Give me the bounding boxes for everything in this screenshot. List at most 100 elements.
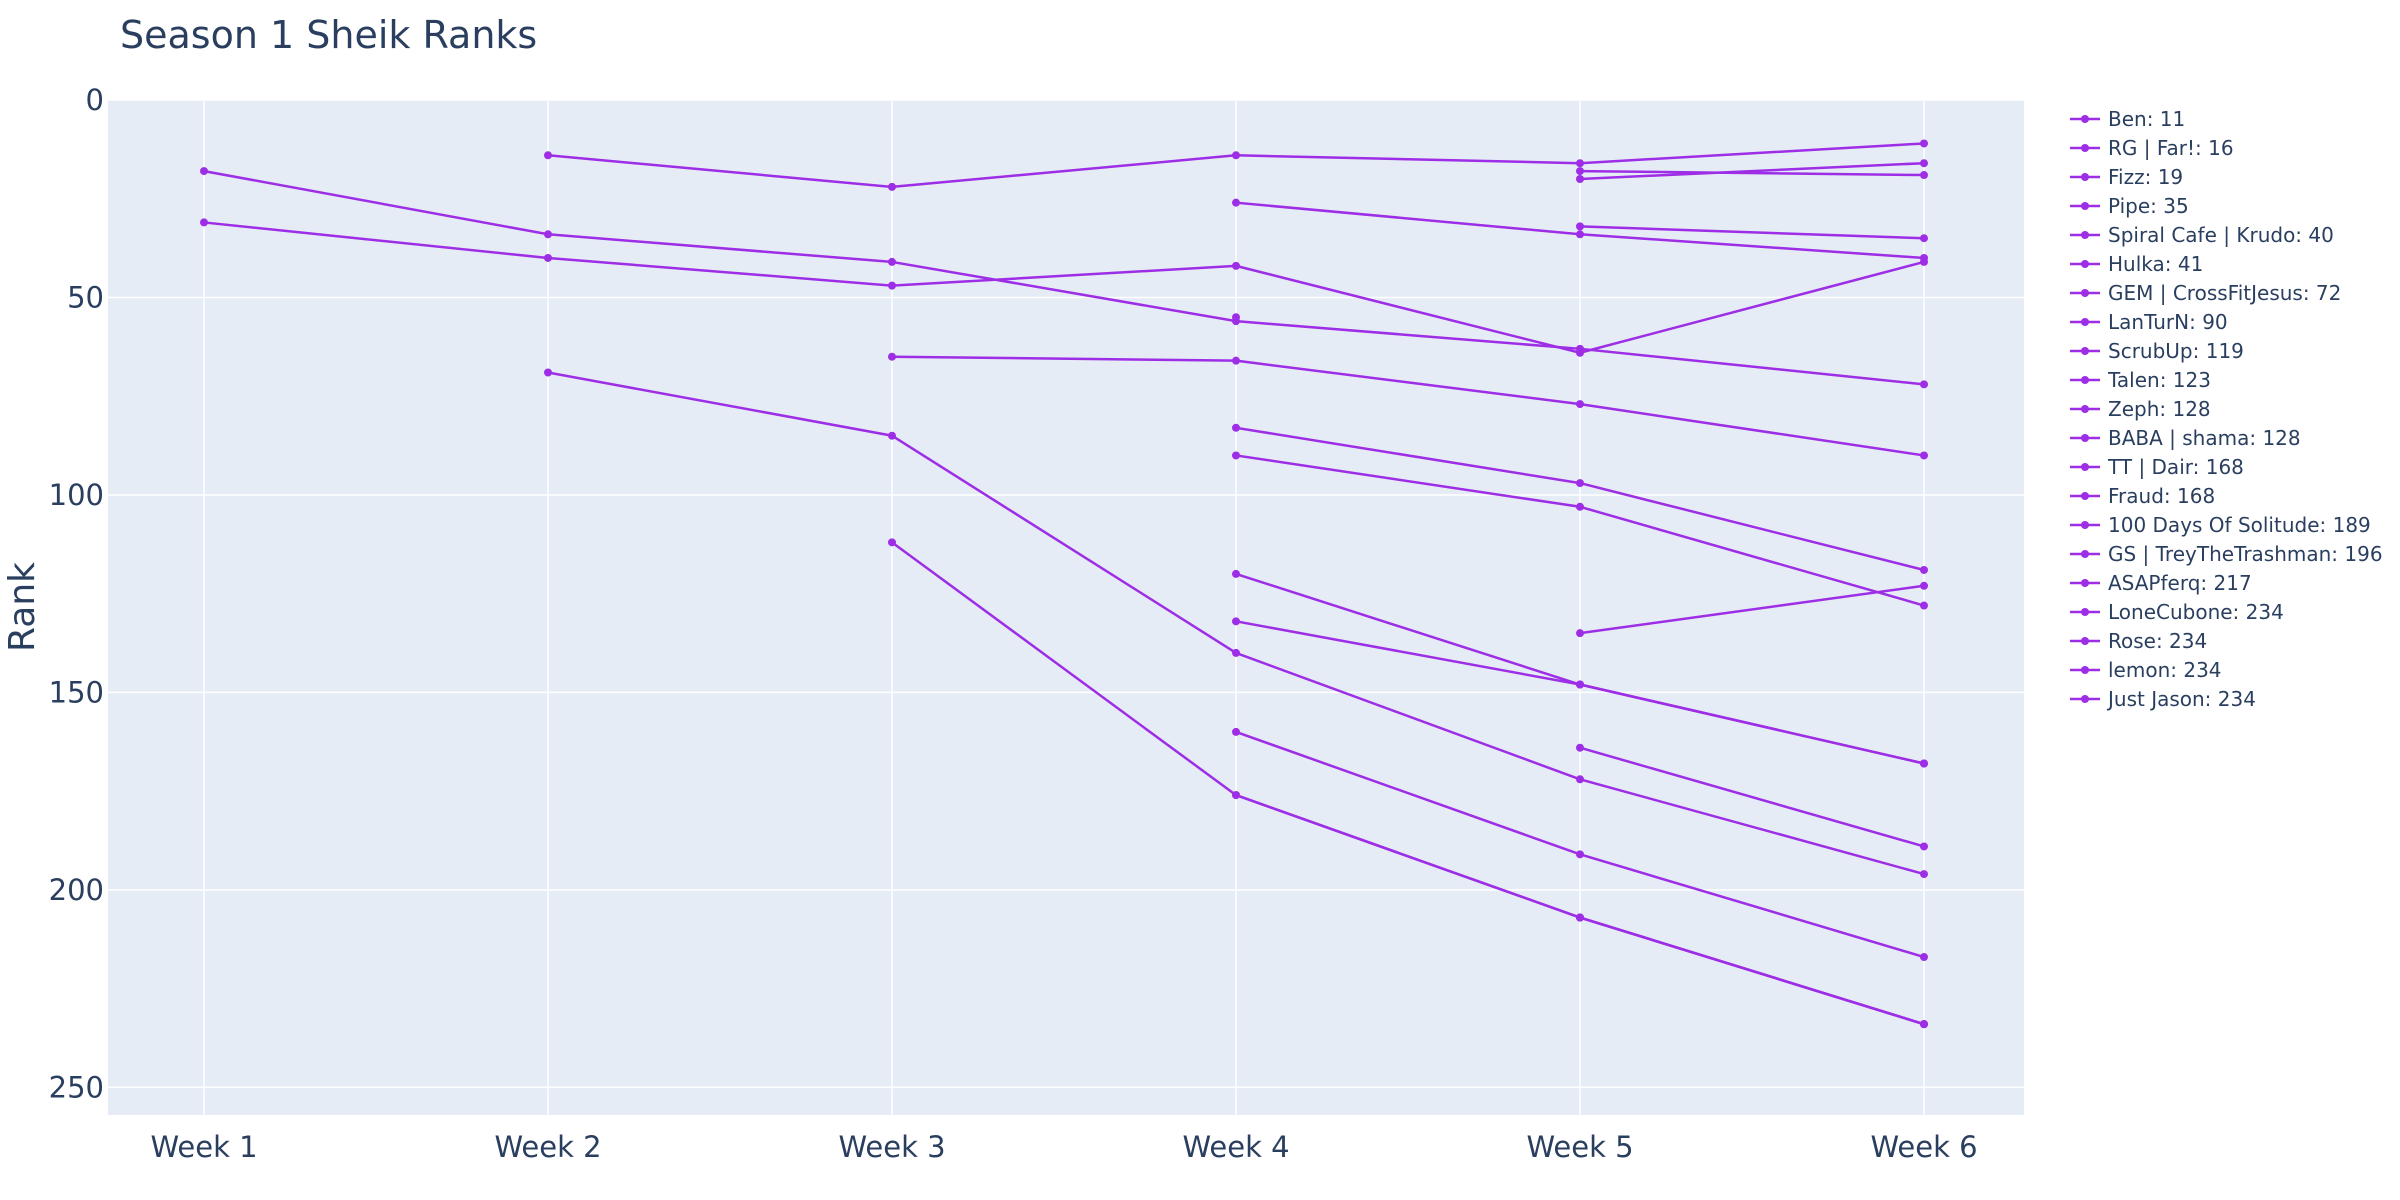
legend-item[interactable]: Pipe: 35 [2070, 194, 2189, 218]
data-point[interactable] [1576, 850, 1584, 859]
data-point[interactable] [1920, 139, 1928, 148]
legend-item[interactable]: Ben: 11 [2070, 107, 2185, 131]
data-point[interactable] [544, 230, 552, 239]
legend-item[interactable]: lemon: 234 [2070, 658, 2222, 682]
data-point[interactable] [1920, 234, 1928, 243]
data-point[interactable] [1920, 842, 1928, 851]
series-2 [1576, 167, 1928, 180]
data-point[interactable] [544, 253, 552, 262]
legend-item[interactable]: Zeph: 128 [2070, 397, 2211, 421]
data-point[interactable] [888, 182, 896, 191]
data-point[interactable] [1232, 356, 1240, 365]
legend-label: ScrubUp: 119 [2108, 339, 2244, 363]
data-point[interactable] [1920, 953, 1928, 962]
data-point[interactable] [1232, 151, 1240, 160]
data-point[interactable] [1920, 601, 1928, 610]
legend-item[interactable]: LanTurN: 90 [2070, 310, 2228, 334]
data-point[interactable] [1920, 870, 1928, 879]
legend-item[interactable]: TT | Dair: 168 [2070, 455, 2244, 479]
data-point[interactable] [1920, 257, 1928, 266]
legend-item[interactable]: Spiral Cafe | Krudo: 40 [2070, 223, 2334, 247]
data-point[interactable] [1576, 400, 1584, 409]
data-point[interactable] [1576, 159, 1584, 168]
legend-label: Ben: 11 [2108, 107, 2185, 131]
data-point[interactable] [1576, 743, 1584, 752]
legend-marker-icon [2081, 405, 2089, 413]
data-point[interactable] [200, 218, 208, 227]
y-tick-label: 150 [49, 675, 104, 709]
legend-item[interactable]: 100 Days Of Solitude: 189 [2070, 513, 2371, 537]
data-point[interactable] [888, 257, 896, 266]
data-point[interactable] [1232, 423, 1240, 432]
legend-label: Spiral Cafe | Krudo: 40 [2108, 223, 2334, 247]
data-point[interactable] [1576, 502, 1584, 511]
data-point[interactable] [1576, 775, 1584, 784]
data-point[interactable] [1920, 171, 1928, 180]
legend-item[interactable]: GEM | CrossFitJesus: 72 [2070, 281, 2341, 305]
legend-item[interactable]: BABA | shama: 128 [2070, 426, 2301, 450]
data-point[interactable] [1232, 569, 1240, 578]
plot-area [108, 100, 2024, 1115]
data-point[interactable] [1232, 617, 1240, 626]
data-point[interactable] [1232, 648, 1240, 657]
data-point[interactable] [888, 538, 896, 547]
legend-label: 100 Days Of Solitude: 189 [2108, 513, 2371, 537]
y-tick-label: 100 [49, 478, 104, 512]
chart-title: Season 1 Sheik Ranks [120, 13, 537, 57]
data-point[interactable] [200, 167, 208, 176]
data-point[interactable] [1576, 174, 1584, 183]
data-point[interactable] [1232, 791, 1240, 800]
legend-marker-icon [2081, 521, 2089, 529]
legend-item[interactable]: ScrubUp: 119 [2070, 339, 2244, 363]
data-point[interactable] [1576, 479, 1584, 488]
data-point[interactable] [1920, 1020, 1928, 1029]
data-point[interactable] [1232, 198, 1240, 207]
data-point[interactable] [888, 281, 896, 290]
data-point[interactable] [1920, 565, 1928, 574]
legend-label: Fizz: 19 [2108, 165, 2183, 189]
legend-label: BABA | shama: 128 [2108, 426, 2301, 450]
data-point[interactable] [1232, 261, 1240, 270]
legend-item[interactable]: Fizz: 19 [2070, 165, 2183, 189]
data-point[interactable] [1576, 680, 1584, 689]
series-line [1579, 746, 1925, 848]
series-line [203, 169, 1925, 386]
x-tick-label: Week 1 [150, 1130, 257, 1164]
data-point[interactable] [888, 352, 896, 361]
series-line [1579, 225, 1925, 240]
data-point[interactable] [1576, 230, 1584, 239]
data-point[interactable] [888, 431, 896, 440]
x-tick-label: Week 4 [1182, 1130, 1289, 1164]
data-point[interactable] [1920, 581, 1928, 590]
data-point[interactable] [1576, 913, 1584, 922]
data-point[interactable] [1232, 727, 1240, 736]
legend-label: Zeph: 128 [2108, 397, 2211, 421]
data-point[interactable] [544, 368, 552, 377]
legend-item[interactable]: Fraud: 168 [2070, 484, 2215, 508]
legend-label: TT | Dair: 168 [2107, 455, 2244, 479]
legend-item[interactable]: LoneCubone: 234 [2070, 600, 2284, 624]
legend-item[interactable]: ASAPferq: 217 [2070, 571, 2252, 595]
legend-item[interactable]: RG | Far!: 16 [2070, 136, 2234, 160]
data-point[interactable] [544, 151, 552, 160]
data-point[interactable] [1576, 629, 1584, 638]
legend-item[interactable]: Rose: 234 [2070, 629, 2207, 653]
series-0 [544, 139, 1928, 191]
data-point[interactable] [1576, 167, 1584, 176]
data-point[interactable] [1232, 313, 1240, 322]
legend-item[interactable]: Talen: 123 [2070, 368, 2211, 392]
data-point[interactable] [1920, 451, 1928, 460]
data-point[interactable] [1920, 380, 1928, 389]
legend-item[interactable]: GS | TreyTheTrashman: 196 [2070, 542, 2383, 566]
legend-item[interactable]: Hulka: 41 [2070, 252, 2203, 276]
legend: Ben: 11 RG | Far!: 16 Fizz: 19 Pipe: 35 Spir… [2070, 107, 2383, 711]
data-point[interactable] [1576, 222, 1584, 231]
legend-item[interactable]: Just Jason: 234 [2070, 687, 2256, 711]
data-point[interactable] [1232, 451, 1240, 460]
legend-label: GEM | CrossFitJesus: 72 [2108, 281, 2341, 305]
data-point[interactable] [1920, 759, 1928, 768]
data-point[interactable] [1920, 159, 1928, 168]
series-1 [1576, 159, 1928, 183]
data-point[interactable] [1576, 344, 1584, 353]
